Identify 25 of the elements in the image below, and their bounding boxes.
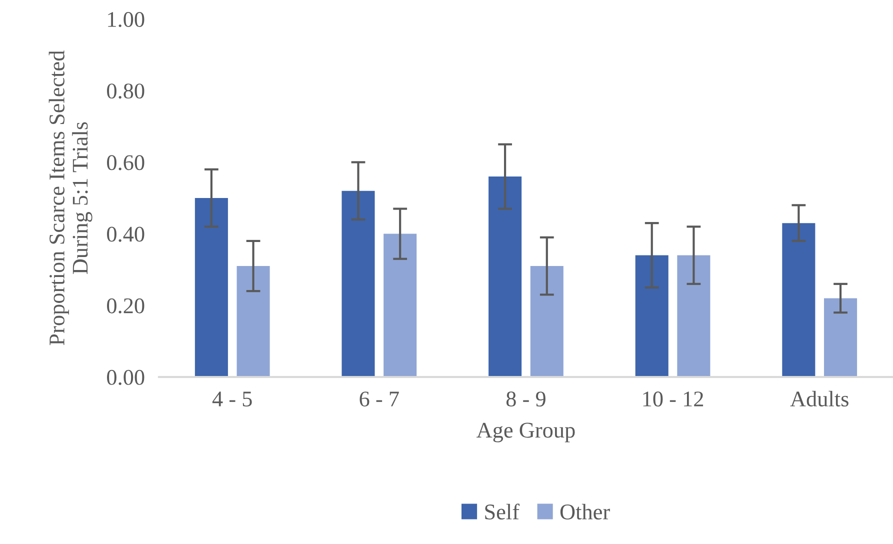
legend-label: Other — [560, 504, 610, 520]
bar — [530, 266, 564, 377]
y-tick-label: 1.00 — [108, 12, 144, 28]
legend-label: Self — [485, 504, 520, 520]
y-axis-title: Proportion Scarce Items Selected During 5:1 Trials — [48, 50, 92, 346]
y-tick-label: 0.60 — [107, 155, 144, 170]
x-tick-label: 10 - 12 — [643, 392, 704, 407]
x-tick-label: Adults — [790, 390, 848, 407]
x-tick-label: 6 - 7 — [360, 392, 399, 407]
bar — [194, 198, 228, 377]
x-axis-title: Age Group — [476, 422, 575, 442]
bar — [635, 255, 668, 377]
bar — [236, 266, 270, 377]
x-tick-label: 8 - 9 — [506, 392, 546, 407]
x-tick-label: 4 - 5 — [212, 392, 252, 407]
bar — [384, 234, 417, 377]
y-tick-label: 0.80 — [107, 84, 144, 99]
y-tick-label: 0.20 — [107, 298, 144, 314]
y-tick-label: 0.40 — [107, 226, 144, 242]
y-tick-label: 0.00 — [107, 370, 144, 386]
bar — [782, 223, 816, 377]
bar — [488, 176, 522, 377]
bar — [342, 190, 375, 377]
bar — [824, 298, 858, 377]
bar — [677, 255, 710, 377]
